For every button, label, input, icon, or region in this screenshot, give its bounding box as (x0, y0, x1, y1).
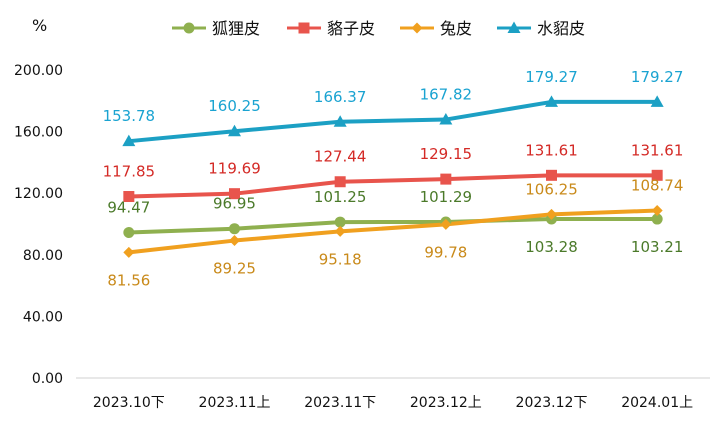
y-tick-label: 40.00 (23, 309, 63, 325)
data-label: 119.69 (208, 160, 261, 178)
y-axis: 0.00 40.00 80.00 120.00 160.00 200.00 (14, 63, 63, 387)
series-line (126, 208, 660, 255)
y-unit-label: % (32, 16, 47, 35)
data-label: 127.44 (314, 148, 367, 166)
legend-marker (411, 22, 423, 34)
legend: 狐狸皮 貉子皮 兔皮 水貂皮 (172, 19, 585, 38)
data-label: 108.74 (631, 177, 684, 195)
data-point (546, 208, 557, 220)
y-tick-label: 80.00 (23, 248, 63, 264)
data-label: 94.47 (107, 199, 150, 217)
data-label: 153.78 (103, 107, 156, 125)
y-tick-label: 0.00 (32, 371, 63, 387)
series-lines (126, 99, 660, 255)
data-point (123, 227, 135, 239)
legend-label: 兔皮 (440, 19, 472, 38)
x-tick-label: 2023.11上 (199, 395, 271, 411)
data-label: 179.27 (631, 68, 684, 86)
x-tick-label: 2023.12下 (516, 395, 588, 411)
data-point (650, 95, 664, 107)
legend-label: 貉子皮 (327, 19, 375, 38)
data-label: 99.78 (424, 243, 467, 261)
data-label: 129.15 (420, 145, 473, 163)
data-point (229, 223, 240, 235)
x-tick-label: 2024.01上 (621, 395, 693, 411)
data-label: 81.56 (107, 271, 150, 289)
legend-marker (298, 22, 310, 34)
x-axis: 2023.10下 2023.11上 2023.11下 2023.12上 2023.12下… (93, 395, 693, 411)
data-label: 89.25 (213, 260, 256, 278)
x-tick-label: 2023.12上 (410, 395, 482, 411)
data-label: 131.61 (525, 141, 578, 159)
data-point (334, 176, 346, 188)
series-markers (122, 95, 664, 258)
data-label: 117.85 (103, 163, 156, 181)
legend-label: 水貂皮 (537, 19, 585, 38)
data-label: 106.25 (525, 180, 578, 198)
data-point (439, 113, 453, 125)
x-tick-label: 2023.11下 (304, 395, 376, 411)
data-label: 131.61 (631, 141, 684, 159)
data-label: 96.95 (213, 195, 256, 213)
data-label: 179.27 (525, 68, 578, 86)
data-point (123, 191, 135, 203)
data-label: 160.25 (208, 97, 261, 115)
data-label: 103.28 (525, 238, 578, 256)
data-point (440, 218, 452, 230)
data-point (440, 173, 452, 185)
data-point (334, 216, 346, 228)
data-label: 101.25 (314, 188, 367, 206)
y-tick-label: 120.00 (14, 186, 63, 202)
data-point (228, 124, 241, 137)
data-label: 101.29 (420, 188, 473, 206)
data-point (123, 246, 135, 258)
data-label: 167.82 (420, 86, 473, 104)
data-point (651, 213, 663, 225)
data-point (545, 95, 558, 107)
data-point (229, 188, 240, 200)
data-label: 95.18 (319, 250, 362, 268)
data-point (229, 235, 240, 247)
legend-label: 狐狸皮 (212, 19, 260, 38)
data-point (546, 169, 557, 181)
data-point (333, 115, 347, 127)
series-line (126, 216, 660, 235)
data-label: 103.21 (631, 238, 684, 256)
series-line (126, 173, 660, 199)
data-point (651, 205, 663, 217)
series-line (126, 99, 660, 144)
y-tick-label: 160.00 (14, 125, 63, 141)
x-tick-label: 2023.10下 (93, 395, 165, 411)
legend-marker (183, 22, 195, 34)
legend-marker (507, 21, 521, 33)
data-label: 166.37 (314, 88, 367, 106)
data-point (334, 225, 346, 237)
data-labels: 94.47 96.95 101.25 101.29 103.28 103.21 117.85… (103, 68, 684, 289)
data-point (122, 134, 136, 147)
data-point (651, 169, 663, 181)
y-tick-label: 200.00 (14, 63, 63, 79)
